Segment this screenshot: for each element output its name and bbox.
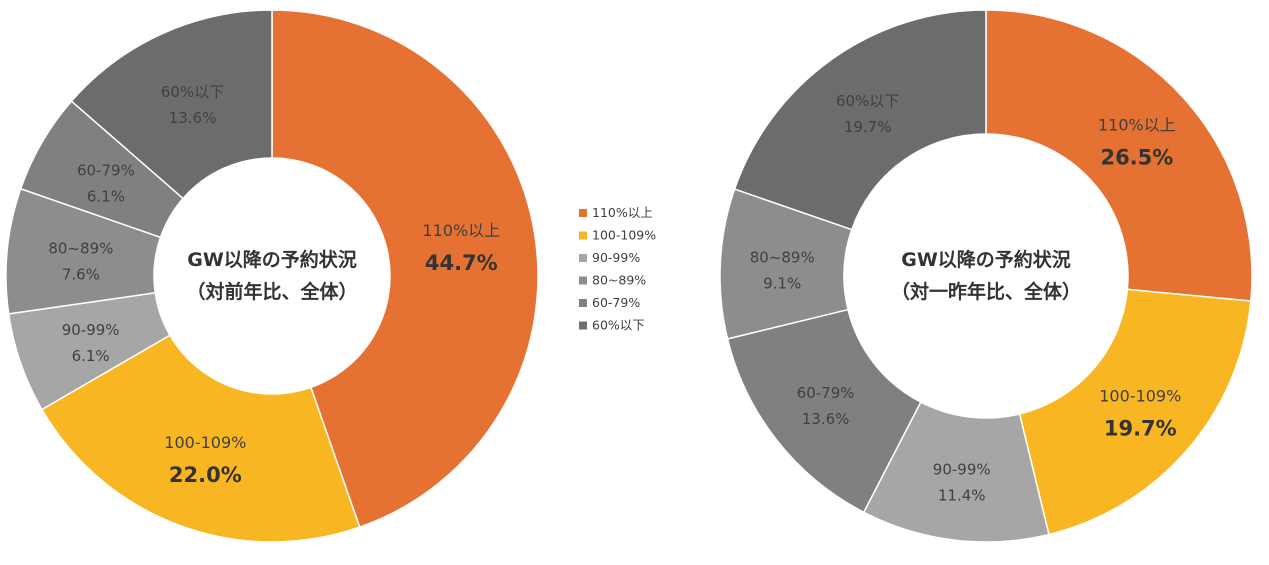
- legend-label: 80~89%: [592, 273, 646, 288]
- legend-label: 60%以下: [592, 318, 645, 333]
- center-title-line-2: （対一昨年比、全体）: [891, 280, 1081, 303]
- slice-category-label: 110%以上: [422, 221, 500, 240]
- legend-label: 100-109%: [592, 228, 656, 243]
- legend-label: 60-79%: [592, 295, 640, 310]
- slice-value-label: 7.6%: [62, 266, 100, 284]
- donut-chart-vs-two-years-ago: 110%以上 26.5% 100-109% 19.7% 90-99% 11.4% 60-79…: [719, 9, 1253, 543]
- legend-label: 110%以上: [592, 205, 653, 220]
- center-title-line-1: GW以降の予約状況: [187, 248, 357, 271]
- legend-swatch: [579, 231, 587, 240]
- slice-category-label: 60%以下: [161, 83, 224, 101]
- slice-value-label: 19.7%: [844, 118, 892, 136]
- slice-value-label: 6.1%: [87, 188, 125, 206]
- slice-category-label: 90-99%: [933, 461, 991, 479]
- slice-60-under: [733, 9, 987, 231]
- slice-100-109: [1018, 288, 1252, 536]
- slice-value-label: 19.7%: [1104, 416, 1177, 440]
- slice-category-label: 80~89%: [48, 240, 113, 258]
- slice-category-label: 60%以下: [836, 92, 899, 110]
- donut-chart-vs-last-year: 110%以上 44.7% 100-109% 22.0% 90-99% 6.1% 80~89%…: [5, 9, 539, 543]
- slice-100-109: [40, 334, 361, 543]
- slice-110-plus: [271, 9, 539, 529]
- slice-value-label: 26.5%: [1100, 146, 1173, 170]
- legend-swatch: [579, 276, 587, 285]
- slice-110-plus: [985, 9, 1253, 302]
- slice-value-label: 11.4%: [938, 487, 986, 505]
- legend-label: 90-99%: [592, 250, 640, 265]
- slice-value-label: 6.1%: [72, 347, 110, 365]
- legend-swatch: [579, 209, 587, 217]
- slice-60-under: [70, 9, 273, 200]
- slice-category-label: 60-79%: [77, 162, 135, 180]
- slice-category-label: 110%以上: [1098, 116, 1176, 135]
- slice-value-label: 13.6%: [802, 410, 850, 428]
- center-title-line-2: （対前年比、全体）: [186, 280, 357, 303]
- legend-swatch: [579, 254, 587, 262]
- legend: 110%以上 100-109% 90-99% 80~89% 60-79% 60%以下: [579, 205, 656, 333]
- slice-value-label: 9.1%: [763, 274, 801, 292]
- slice-category-label: 60-79%: [797, 384, 855, 402]
- slice-category-label: 90-99%: [62, 321, 120, 339]
- slice-category-label: 100-109%: [164, 433, 246, 452]
- legend-swatch: [579, 321, 587, 330]
- center-title-line-1: GW以降の予約状況: [901, 248, 1071, 271]
- slice-value-label: 44.7%: [425, 251, 498, 275]
- slice-category-label: 100-109%: [1099, 386, 1181, 405]
- slice-value-label: 13.6%: [169, 109, 217, 127]
- slice-value-label: 22.0%: [169, 463, 242, 487]
- legend-swatch: [579, 299, 587, 307]
- slice-category-label: 80~89%: [750, 248, 815, 266]
